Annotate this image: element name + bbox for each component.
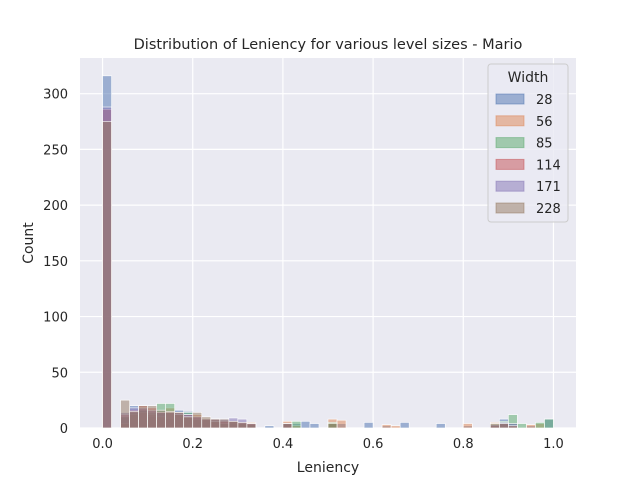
- histogram-bar: [156, 409, 166, 429]
- series-228-bars: [102, 121, 518, 429]
- histogram-bar: [282, 423, 293, 429]
- y-tick-labels: 0 50 100 150 200 250 300: [43, 88, 68, 437]
- histogram-bar: [183, 416, 194, 429]
- legend-swatch: [495, 202, 525, 214]
- histogram-bar: [435, 423, 446, 429]
- histogram-bar: [120, 399, 130, 429]
- histogram-bar: [201, 416, 212, 429]
- histogram-bar: [174, 412, 185, 429]
- legend-label: 228: [536, 202, 561, 217]
- histogram-bar: [192, 412, 203, 429]
- legend-item: 171: [495, 180, 561, 195]
- legend-title: Width: [508, 70, 549, 86]
- histogram-bar: [544, 418, 554, 429]
- histogram-bar: [102, 121, 112, 429]
- histogram-bar: [246, 423, 257, 429]
- y-tick-label: 250: [43, 143, 68, 158]
- x-tick-label: 0.8: [453, 437, 474, 452]
- histogram-bar: [490, 423, 500, 429]
- x-tick-label: 0.4: [273, 437, 294, 452]
- histogram-bar: [165, 410, 175, 429]
- y-tick-label: 300: [43, 88, 68, 103]
- x-tick-label: 0.0: [92, 437, 113, 452]
- legend-swatch: [495, 137, 525, 149]
- histogram-bar: [327, 423, 338, 429]
- legend-swatch: [495, 180, 525, 192]
- histogram-bar: [508, 425, 518, 429]
- legend-item: 228: [495, 202, 561, 217]
- legend-item: 85: [495, 137, 553, 152]
- histogram-bar: [526, 424, 536, 429]
- legend-label: 114: [536, 158, 561, 173]
- legend-label: 28: [536, 93, 553, 108]
- y-tick-label: 50: [51, 366, 68, 381]
- bars-layer: [102, 75, 554, 429]
- legend-item: 56: [495, 115, 553, 130]
- histogram-bar: [499, 423, 509, 429]
- legend-label: 56: [536, 115, 553, 130]
- y-tick-label: 200: [43, 199, 68, 214]
- y-tick-label: 0: [60, 422, 68, 437]
- histogram-bar: [291, 421, 302, 429]
- histogram-bar: [336, 419, 347, 429]
- histogram-bar: [309, 423, 320, 429]
- histogram-bar: [237, 422, 248, 429]
- chart-title: Distribution of Leniency for various lev…: [134, 37, 523, 53]
- histogram-bar: [535, 422, 545, 429]
- legend-swatch: [495, 93, 525, 105]
- histogram-bar: [228, 421, 239, 429]
- histogram-bar: [399, 422, 410, 429]
- legend-swatch: [495, 158, 525, 170]
- y-axis-label: Count: [21, 222, 37, 264]
- x-tick-label: 0.6: [363, 437, 384, 452]
- histogram-bar: [219, 418, 230, 429]
- x-axis-label: Leniency: [297, 460, 359, 476]
- legend-item: 28: [495, 93, 553, 108]
- y-tick-label: 150: [43, 255, 68, 270]
- x-tick-labels: 0.0 0.2 0.4 0.6 0.8 1.0: [92, 437, 564, 452]
- histogram-bar: [381, 424, 392, 429]
- histogram-bar: [300, 421, 311, 429]
- histogram-bar: [390, 425, 401, 429]
- histogram-bar: [517, 423, 527, 429]
- x-tick-label: 1.0: [543, 437, 564, 452]
- x-tick-label: 0.2: [182, 437, 203, 452]
- legend-item: 114: [495, 158, 561, 173]
- y-tick-label: 100: [43, 311, 68, 326]
- legend-swatch: [495, 115, 525, 127]
- histogram-bar: [210, 418, 221, 429]
- legend-label: 85: [536, 137, 553, 152]
- histogram-bar: [138, 405, 148, 429]
- histogram-bar: [129, 410, 139, 429]
- legend-label: 171: [536, 180, 561, 195]
- legend-items: 28 56 85 114 171 228: [495, 93, 561, 217]
- histogram-bar: [147, 405, 157, 429]
- histogram-bar: [363, 422, 374, 429]
- legend: Width 28 56 85 114 171 228: [487, 63, 569, 223]
- histogram-bar: [264, 425, 275, 429]
- histogram-bar: [462, 423, 473, 429]
